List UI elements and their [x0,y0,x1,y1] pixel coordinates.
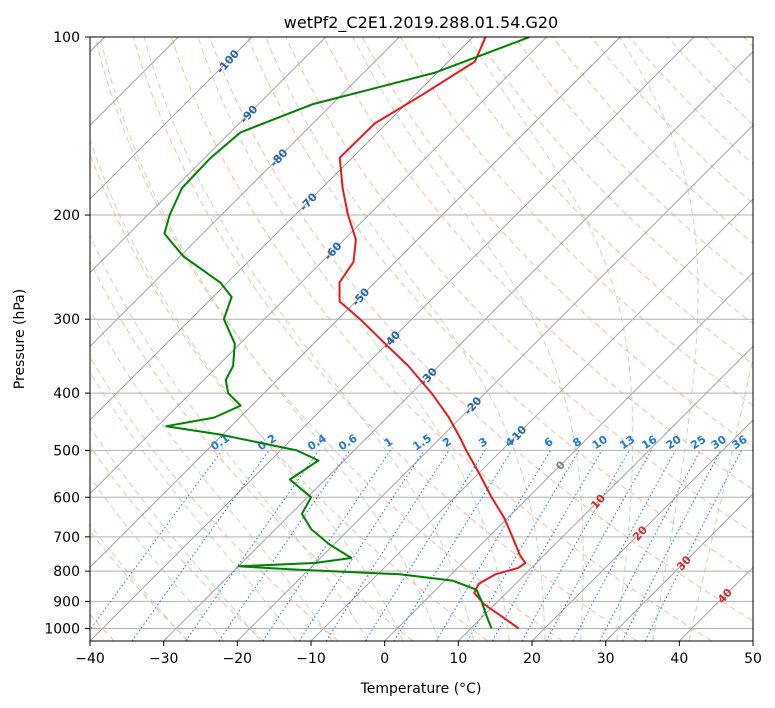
y-tick-label: 800 [53,564,80,580]
moist-adiabat [90,308,333,641]
x-tick-label: −20 [223,651,253,667]
mixing-ratio-line [185,450,320,641]
mixing-ratio-line [644,450,742,641]
mixing-ratio-line [521,450,630,641]
y-tick-label: 500 [53,443,80,459]
x-axis: −40 −30 −20 −10 0 10 20 30 40 50 [75,641,762,667]
isotherm-line [90,37,400,347]
isotherm-line [90,37,474,421]
isotherm-line [90,37,547,495]
dry-adiabat [247,37,753,577]
isotherm-line [90,37,695,641]
moist-adiabat [90,371,297,641]
x-tick-label: 40 [670,651,688,667]
dewpoint-profile [163,37,531,629]
dry-adiabat [90,445,264,641]
moist-adiabat [90,476,225,641]
x-tick-label: −40 [75,651,105,667]
dry-adiabat [94,37,563,641]
moist-adiabat [197,37,510,641]
moist-adiabat [99,37,439,641]
x-tick-label: 0 [380,651,389,667]
chart-title: wetPf2_C2E1.2019.288.01.54.G20 [284,13,558,33]
x-tick-label: 30 [597,651,615,667]
moist-adiabat [90,523,188,641]
dry-adiabat [132,37,638,641]
plot-area [90,37,753,641]
x-tick-label: 50 [744,651,762,667]
mixing-ratio-line [218,450,351,641]
isotherm-line [90,37,621,568]
dry-adiabat [90,356,339,641]
moist-adiabat [90,138,404,641]
mixing-ratio-line [545,450,652,641]
x-tick-label: −10 [296,651,326,667]
y-tick-label: 100 [53,30,80,46]
isotherm-line [237,124,753,641]
dry-adiabat [476,37,753,325]
y-tick-label: 200 [53,208,80,224]
dry-adiabat [323,37,753,491]
moist-adiabat [143,37,475,641]
mixing-ratio-line [90,450,223,631]
mixing-ratio-line [262,450,391,641]
moist-adiabat [619,37,699,641]
moist-adiabat [352,37,584,641]
dry-adiabat [285,37,753,534]
y-tick-label: 900 [53,594,80,610]
dry-adiabat [514,37,753,284]
moist-adiabat [90,234,369,641]
isotherm-line [163,51,753,641]
moist-adiabat [688,355,753,641]
y-axis-label: Pressure (hPa) [12,289,28,389]
plot-frame [89,36,754,642]
moist-adiabat [265,37,546,641]
y-tick-label: 600 [53,490,80,506]
isotherm-line [531,419,753,641]
moist-adiabat [90,426,261,641]
isotherm-line [605,493,753,641]
isotherm-line [384,272,753,641]
mixing-ratio-line [325,450,450,641]
background-reference-lines [90,37,753,641]
y-tick-label: 1000 [44,621,80,637]
isotherm-line [90,37,253,200]
isotherm-line [458,345,753,641]
dry-adiabat [90,260,414,641]
y-tick-label: 300 [53,312,80,328]
x-axis-label: Temperature (°C) [360,681,482,697]
x-tick-label: 10 [449,651,467,667]
y-tick-label: 700 [53,530,80,546]
sounding-series [163,37,531,630]
x-tick-label: −30 [149,651,179,667]
y-axis: 100 200 300 400 500 600 700 800 900 1000 [44,30,90,637]
y-tick-label: 400 [53,386,80,402]
temperature-profile [338,37,527,630]
isotherm-line [90,37,326,274]
isotherm-line [310,198,753,641]
mixing-ratio-line [393,450,513,641]
mixing-ratio-line [298,450,425,641]
mixing-ratio-line [572,450,676,641]
dry-adiabat [209,37,753,622]
dry-adiabat [170,37,712,641]
mixing-ratio-line [131,450,270,641]
x-tick-label: 20 [523,651,541,667]
